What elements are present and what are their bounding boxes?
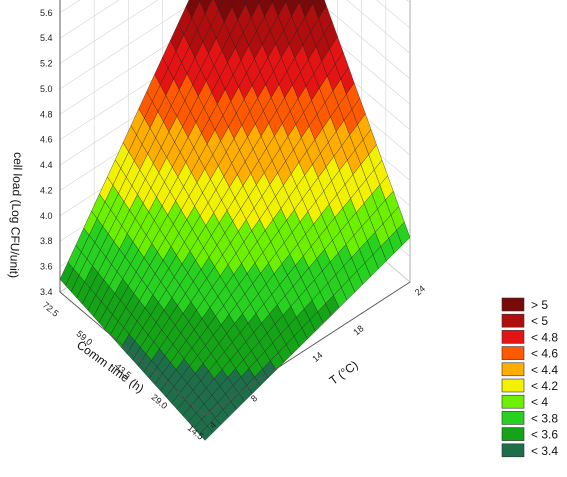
z-tick-label: 5.6 bbox=[40, 8, 53, 18]
surface-cell bbox=[257, 0, 261, 4]
legend-swatch bbox=[501, 427, 525, 441]
legend-swatch bbox=[501, 346, 525, 360]
z-tick-label: 3.4 bbox=[40, 287, 53, 297]
surface-cell bbox=[199, 425, 214, 441]
z-tick-label: 3.8 bbox=[40, 236, 53, 246]
floor-front-edge bbox=[59, 281, 411, 416]
x-tick-label: 4 bbox=[208, 420, 218, 431]
z-axis-title: cell load (Log CFU/unit) bbox=[7, 152, 25, 278]
legend-swatch bbox=[501, 297, 525, 312]
z-tick-label: 4.2 bbox=[40, 185, 53, 195]
legend-swatch bbox=[501, 411, 525, 425]
legend-label: < 5 bbox=[531, 314, 548, 328]
z-tick-label: 4.8 bbox=[40, 109, 53, 119]
x-tick-label: 18 bbox=[351, 323, 365, 337]
legend-swatch bbox=[501, 313, 525, 328]
legend-label: < 3.8 bbox=[531, 411, 558, 425]
z-tick-label: 3.6 bbox=[40, 262, 53, 272]
z-tick-label: 5.0 bbox=[40, 84, 53, 94]
legend-label: < 4.2 bbox=[531, 379, 558, 393]
box-front-edges bbox=[59, 0, 411, 416]
legend-swatch bbox=[501, 378, 525, 393]
surface-cell bbox=[228, 0, 236, 8]
legend-label: < 4.4 bbox=[531, 363, 558, 377]
legend-swatch bbox=[501, 443, 525, 458]
z-tick-label: 5.4 bbox=[40, 33, 53, 43]
legend-label: < 4 bbox=[531, 395, 548, 409]
y-tick-label: 72.5 bbox=[41, 300, 61, 319]
legend-label: < 3.4 bbox=[531, 444, 558, 458]
z-tick-label: 4.0 bbox=[40, 211, 53, 221]
x-tick-label: 8 bbox=[249, 393, 259, 404]
x-tick-label: 24 bbox=[413, 283, 427, 297]
legend-label: > 5 bbox=[531, 298, 548, 312]
legend: > 5 < 5 < 4.8 < 4.6 < 4.4 < 4.2 < 4 < 3.8 < 3.6 <… bbox=[501, 297, 558, 458]
surface-cell bbox=[243, 0, 249, 5]
x-tick-label: 14 bbox=[310, 350, 324, 364]
response-surface bbox=[59, 0, 411, 441]
z-tick-label: 4.4 bbox=[40, 160, 53, 170]
legend-swatch bbox=[501, 362, 525, 377]
z-tick-label: 5.2 bbox=[40, 59, 53, 69]
legend-label: < 4.6 bbox=[531, 347, 558, 361]
legend-swatch bbox=[501, 330, 525, 344]
z-tick-label: 4.6 bbox=[40, 135, 53, 145]
legend-label: < 3.6 bbox=[531, 428, 558, 442]
x-axis-title: T (°C) bbox=[327, 358, 361, 388]
legend-swatch bbox=[501, 394, 525, 409]
surface-cell bbox=[311, 0, 316, 5]
legend-label: < 4.8 bbox=[531, 330, 558, 344]
